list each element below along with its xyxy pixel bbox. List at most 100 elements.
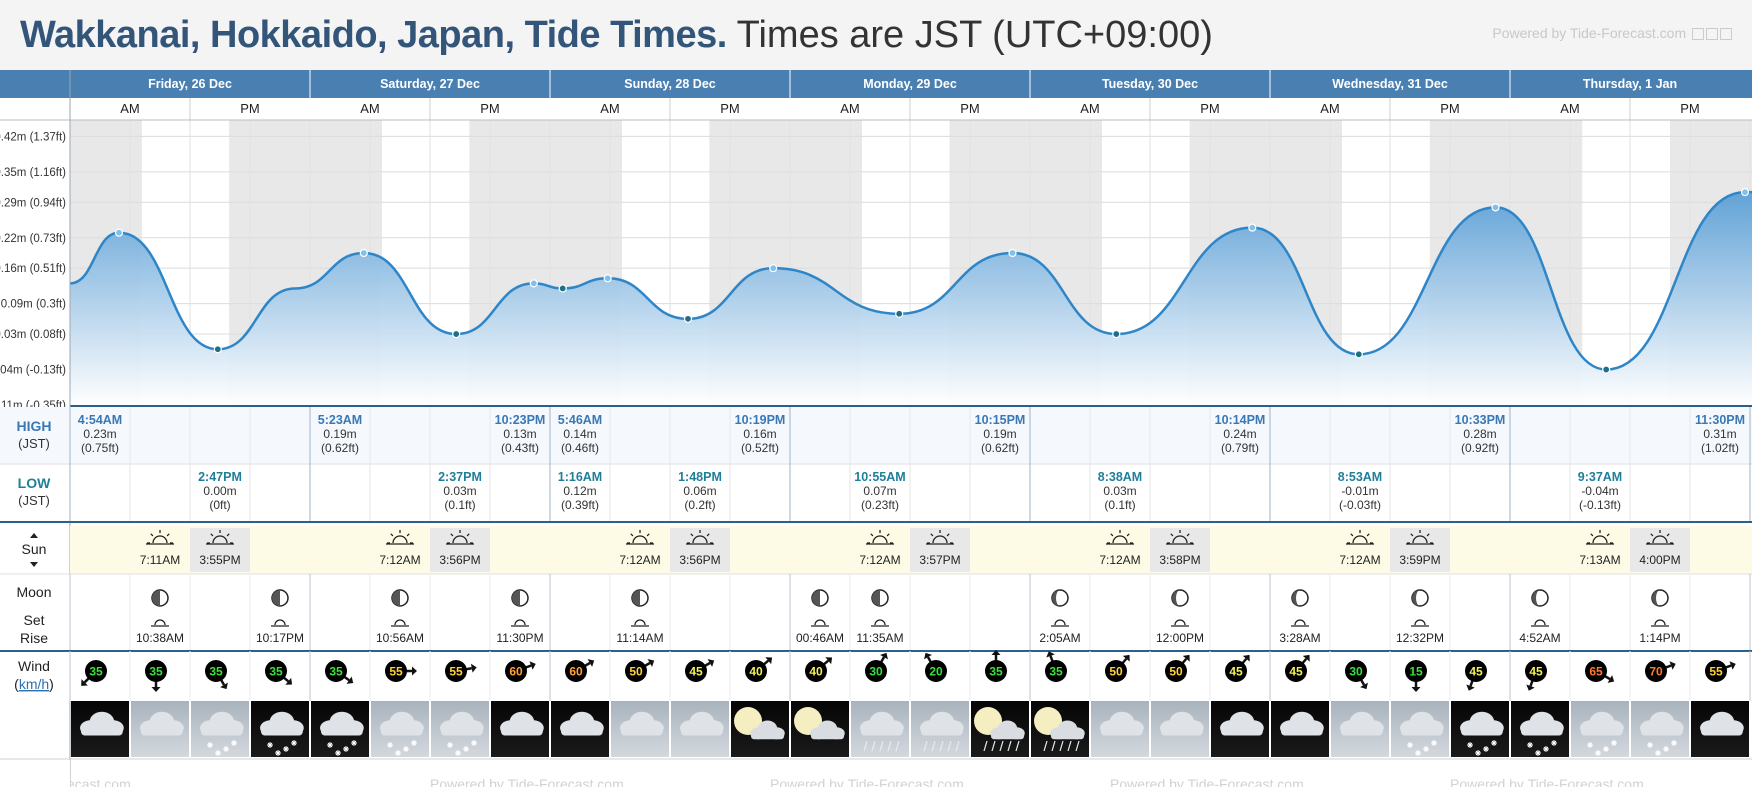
low-tide-point[interactable]: [452, 329, 461, 339]
low-tide-point[interactable]: [1112, 329, 1121, 339]
powered-by-top[interactable]: Powered by Tide-Forecast.com: [1492, 25, 1732, 41]
wind-speed: 15: [1409, 665, 1423, 679]
wind-indicator[interactable]: 55: [1705, 660, 1736, 682]
moonrise-icon: [1651, 619, 1669, 627]
moon-row-label: Moon: [16, 584, 51, 600]
wind-indicator[interactable]: 55: [445, 660, 477, 682]
high-tide-point[interactable]: [1248, 223, 1257, 232]
ampm-label: AM: [1320, 101, 1340, 116]
low-tide-entry[interactable]: 8:53AM-0.01m(-0.03ft): [1338, 470, 1382, 512]
wind-indicator[interactable]: 65: [1585, 660, 1615, 683]
wind-indicator[interactable]: 30: [1345, 660, 1368, 690]
wind-indicator[interactable]: 35: [985, 650, 1007, 682]
wind-arrow-icon: [1302, 654, 1310, 662]
wind-indicator[interactable]: 20: [924, 652, 947, 682]
low-tide-point[interactable]: [213, 345, 222, 354]
low-tide-entry-time: 1:48PM: [678, 470, 722, 484]
low-tide-entry[interactable]: 9:37AM-0.04m(-0.13ft): [1578, 470, 1622, 512]
high-tide-point[interactable]: [603, 274, 612, 283]
wind-indicator[interactable]: 45: [1465, 660, 1487, 691]
wind-indicator[interactable]: 70: [1645, 660, 1676, 682]
wind-indicator[interactable]: 35: [265, 660, 293, 685]
wind-indicator[interactable]: 35: [325, 660, 354, 684]
wind-speed: 70: [1649, 665, 1663, 679]
high-tide-entry-height-ft: (0.92ft): [1461, 441, 1499, 455]
ampm-label: PM: [480, 101, 500, 116]
sunset-time: 3:59PM: [1399, 553, 1440, 567]
wind-speed-circle: [85, 660, 107, 682]
high-tide-point[interactable]: [769, 264, 778, 273]
moonrise-icon: [1411, 619, 1429, 627]
low-tide-point[interactable]: [1602, 365, 1611, 374]
sunset-cell: [190, 528, 250, 572]
high-tide-point[interactable]: [114, 228, 124, 237]
wind-unit-label[interactable]: (km/h): [14, 676, 54, 692]
moon-event-time: 2:05AM: [1039, 631, 1080, 645]
high-tide-entry-time: 10:15PM: [975, 413, 1026, 427]
low-tide-entry-time: 2:47PM: [198, 470, 242, 484]
high-tide-point[interactable]: [1008, 248, 1017, 258]
high-tide-point[interactable]: [529, 279, 538, 288]
wind-indicator[interactable]: 50: [625, 659, 655, 682]
low-tide-point[interactable]: [558, 284, 567, 293]
moonset-icon: [1051, 619, 1069, 627]
high-tide-point[interactable]: [1491, 203, 1500, 212]
wind-indicator[interactable]: 60: [505, 660, 536, 682]
wind-indicator[interactable]: 35: [1045, 651, 1067, 682]
low-tide-point[interactable]: [895, 309, 904, 318]
sunset-icon: [206, 530, 234, 545]
wind-indicator[interactable]: 40: [745, 657, 773, 682]
wind-speed: 50: [1109, 665, 1123, 679]
wind-indicator[interactable]: 55: [385, 660, 417, 682]
moon-event-time: 00:46AM: [796, 631, 844, 645]
wind-indicator[interactable]: 15: [1405, 660, 1427, 692]
wind-indicator[interactable]: 30: [865, 652, 888, 682]
day-header-label: Saturday, 27 Dec: [380, 77, 480, 91]
moonset-icon: [811, 619, 829, 627]
wind-indicator[interactable]: 35: [81, 660, 107, 686]
moon-event-time: 12:00PM: [1156, 631, 1204, 645]
wind-speed: 60: [569, 665, 583, 679]
wind-indicator[interactable]: 35: [145, 660, 167, 692]
high-tide-point[interactable]: [1740, 188, 1750, 197]
moon-waxing-crescent-icon: [1411, 589, 1429, 607]
sunrise-icon: [626, 530, 654, 545]
wind-indicator[interactable]: 50: [1165, 654, 1190, 682]
sunset-cell: [910, 528, 970, 572]
wind-arrow-icon: [587, 659, 595, 667]
low-tide-point[interactable]: [1354, 350, 1363, 359]
wind-speed-circle: [325, 660, 347, 682]
wind-indicator[interactable]: 45: [1225, 654, 1250, 682]
wind-indicator[interactable]: 50: [1105, 654, 1130, 682]
wind-unit-link[interactable]: km/h: [19, 676, 49, 692]
wind-indicator[interactable]: 35: [205, 660, 228, 690]
high-tide-entry-height-m: 0.24m: [1223, 427, 1256, 441]
low-tide-point[interactable]: [683, 314, 693, 323]
snow-icon: [1391, 701, 1449, 757]
wind-indicator[interactable]: 40: [805, 657, 833, 682]
wind-speed-circle: [865, 660, 887, 682]
high-tide-entry-time: 10:19PM: [735, 413, 786, 427]
wind-indicator[interactable]: 45: [1285, 654, 1310, 682]
ampm-label: AM: [120, 101, 140, 116]
wind-indicator[interactable]: 45: [1525, 660, 1547, 691]
wind-indicator[interactable]: 45: [685, 659, 715, 682]
wind-indicator[interactable]: 60: [565, 659, 595, 682]
low-row-label: LOW: [18, 475, 51, 491]
high-tide-point[interactable]: [359, 248, 368, 258]
